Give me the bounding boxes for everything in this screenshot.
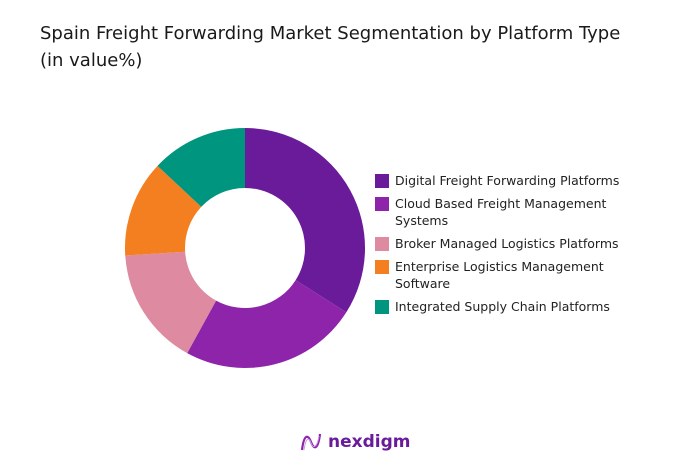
- donut-slice: [125, 165, 202, 256]
- logo-text: nexdigm: [328, 432, 411, 452]
- legend-swatch: [375, 260, 389, 274]
- legend-item: Enterprise Logistics Management Software: [375, 258, 675, 292]
- legend-label: Integrated Supply Chain Platforms: [395, 299, 610, 314]
- legend: Digital Freight Forwarding Platforms Clou…: [375, 172, 675, 321]
- legend-item: Broker Managed Logistics Platforms: [375, 235, 675, 252]
- donut-slice: [187, 280, 347, 368]
- chart-title: Spain Freight Forwarding Market Segmenta…: [40, 23, 621, 71]
- logo-icon: [300, 433, 322, 451]
- nexdigm-logo: nexdigm: [300, 432, 410, 452]
- legend-swatch: [375, 237, 389, 251]
- legend-label: Cloud Based Freight Management Systems: [395, 196, 607, 228]
- legend-item: Digital Freight Forwarding Platforms: [375, 172, 675, 189]
- donut-slice: [157, 128, 245, 207]
- donut-slice: [125, 251, 217, 354]
- donut-slice: [245, 128, 366, 313]
- legend-item: Cloud Based Freight Management Systems: [375, 195, 675, 229]
- legend-swatch: [375, 300, 389, 314]
- legend-swatch: [375, 174, 389, 188]
- legend-label: Digital Freight Forwarding Platforms: [395, 173, 620, 188]
- legend-label: Enterprise Logistics Management Software: [395, 259, 604, 291]
- legend-swatch: [375, 197, 389, 211]
- legend-item: Integrated Supply Chain Platforms: [375, 298, 675, 315]
- legend-label: Broker Managed Logistics Platforms: [395, 236, 619, 251]
